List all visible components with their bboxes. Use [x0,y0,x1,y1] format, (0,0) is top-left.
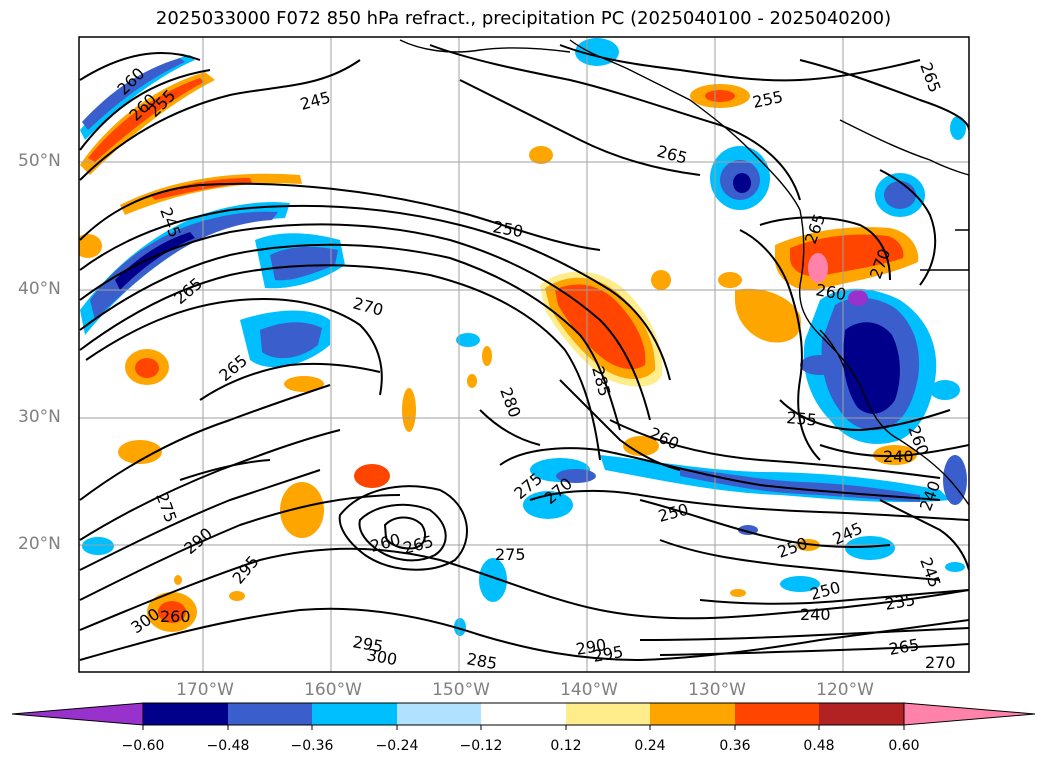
colorbar-bin [735,703,819,725]
lon-label-130w: 130°W [688,680,746,700]
contour-label: 260 [160,607,191,626]
colorbar-bin [228,703,312,725]
colorbar-tick-label: 0.60 [888,738,920,754]
colorbar-bin [143,703,228,725]
colorbar-bin [566,703,650,725]
colorbar-bin [481,703,566,725]
colorbar-tick-label: −0.24 [375,738,419,754]
colorbar-tick-label: −0.60 [121,738,165,754]
colorbar-over-triangle [903,702,1036,726]
precipitation-fill [79,37,969,672]
colorbar-under-triangle [11,702,144,726]
colorbar-bin [650,703,735,725]
colorbar-tick-label: −0.12 [459,738,503,754]
colorbar-bin [397,703,481,725]
colorbar [11,702,1036,730]
lon-label-170w: 170°W [176,680,234,700]
contour-label: 240 [800,605,831,624]
lat-label-20n: 20°N [18,534,61,554]
contour-label: 275 [495,545,526,564]
coastlines [399,39,969,506]
colorbar-tick-label: 0.24 [634,738,666,754]
contour-label: 240 [883,447,914,466]
colorbar-bin [819,703,904,725]
colorbar-tick-label: −0.36 [290,738,334,754]
lon-label-120w: 120°W [816,680,874,700]
refractivity-contours [79,44,969,662]
lon-label-160w: 160°W [304,680,362,700]
map-frame [78,36,970,673]
lat-label-40n: 40°N [18,279,61,299]
colorbar-bin [312,703,397,725]
colorbar-tick-label: 0.36 [719,738,751,754]
lon-label-140w: 140°W [560,680,618,700]
lat-label-30n: 30°N [18,407,61,427]
contour-label: 255 [786,408,818,430]
contour-label: 270 [925,653,956,672]
lon-label-150w: 150°W [432,680,490,700]
colorbar-tick-label: 0.48 [803,738,835,754]
map-title: 2025033000 F072 850 hPa refract., precip… [155,8,892,29]
lat-label-50n: 50°N [18,151,61,171]
colorbar-tick-label: −0.48 [206,738,250,754]
colorbar-tick-label: 0.12 [550,738,582,754]
